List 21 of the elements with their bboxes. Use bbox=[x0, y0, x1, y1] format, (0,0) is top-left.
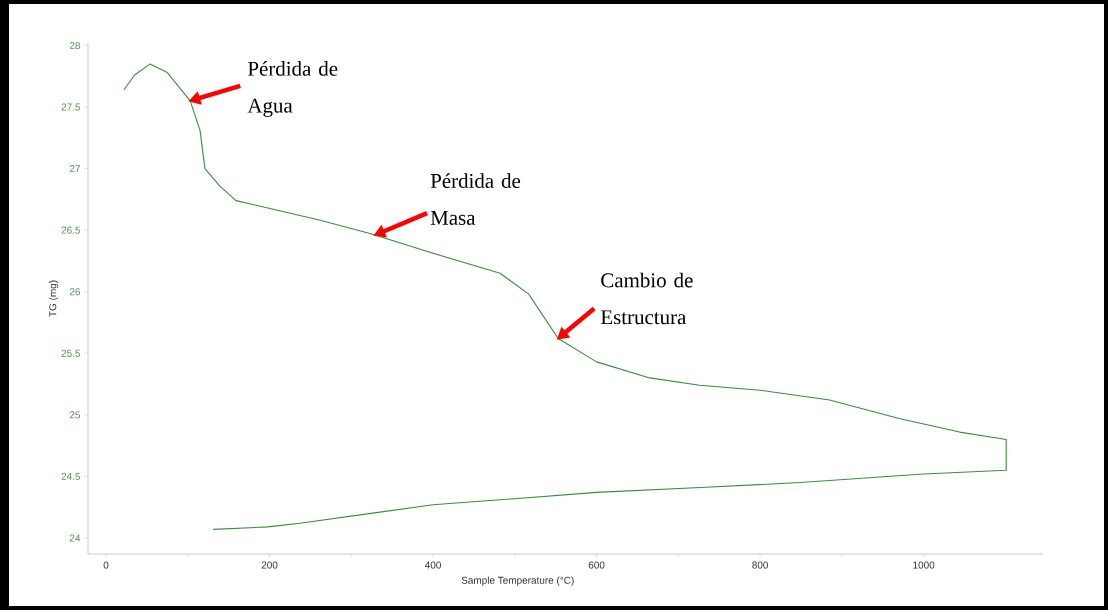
y-tick-label: 26 bbox=[69, 288, 81, 296]
x-axis-title: Sample Temperature (°C) bbox=[461, 576, 574, 586]
x-tick-label: 400 bbox=[424, 561, 441, 569]
x-tick-label: 200 bbox=[261, 561, 278, 569]
y-tick-label: 27 bbox=[69, 165, 80, 173]
y-tick-label: 28 bbox=[69, 41, 81, 49]
y-tick-label: 26.5 bbox=[61, 226, 81, 234]
annotation: Pérdida de Agua bbox=[247, 61, 338, 117]
y-tick-label: 24 bbox=[69, 534, 81, 542]
y-axis-title: TG (mg) bbox=[48, 280, 59, 317]
x-tick-label: 800 bbox=[752, 561, 769, 569]
x-tick-label: 1000 bbox=[913, 561, 935, 569]
annotation: Cambio de Estructura bbox=[600, 272, 693, 325]
x-tick-label: 600 bbox=[588, 561, 605, 569]
y-tick-label: 25 bbox=[69, 411, 81, 419]
x-tick-label: 0 bbox=[103, 561, 109, 569]
y-tick-label: 27.5 bbox=[61, 103, 81, 111]
y-tick-label: 24.5 bbox=[61, 472, 81, 480]
annotation: Pérdida de Masa bbox=[430, 173, 521, 225]
y-tick-label: 25.5 bbox=[61, 349, 81, 357]
line-series bbox=[123, 63, 1007, 530]
